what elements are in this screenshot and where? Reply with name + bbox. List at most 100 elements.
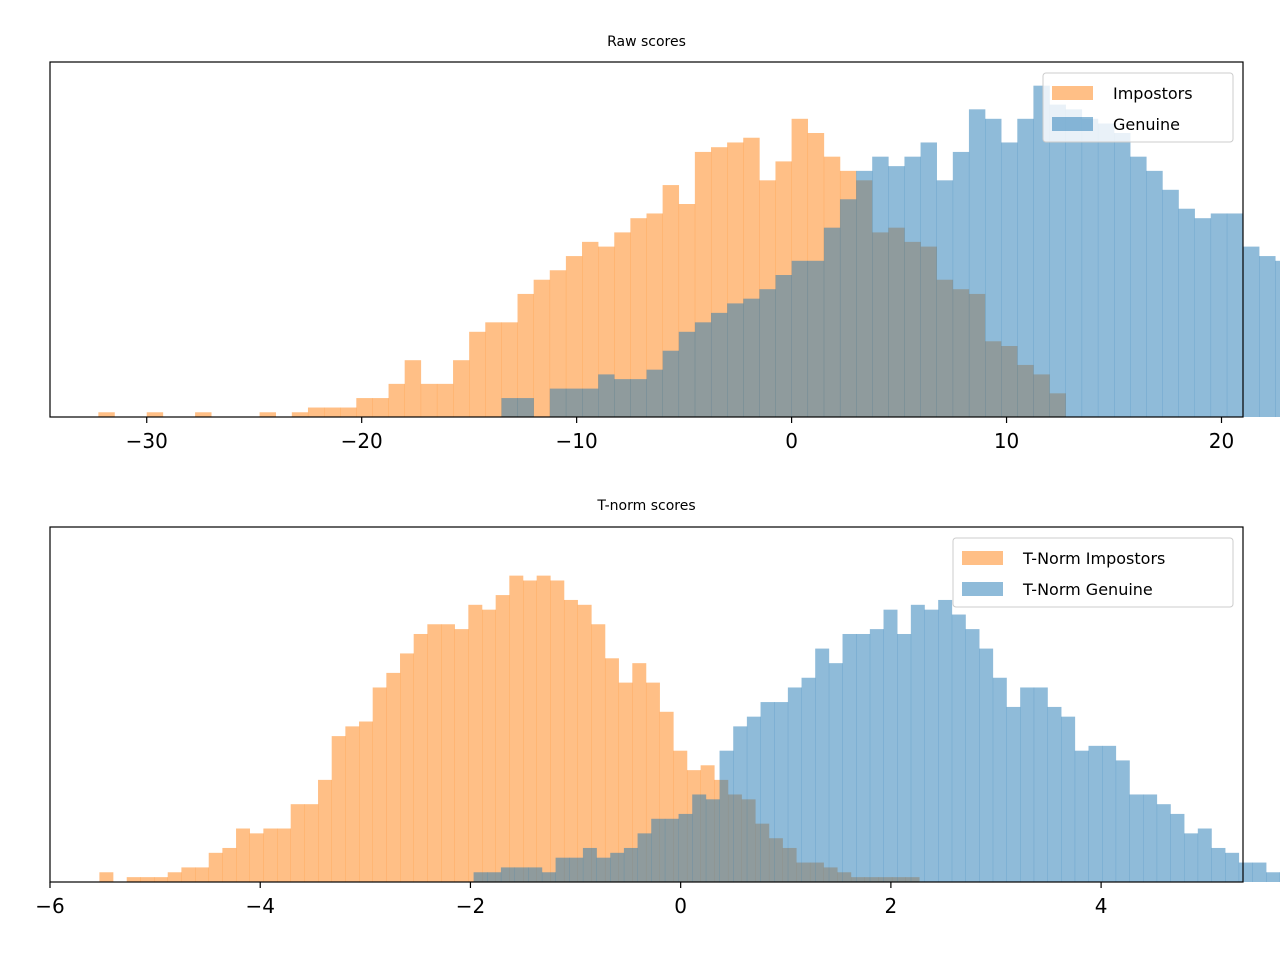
histogram-bar [733,726,748,882]
histogram-bar [307,407,325,417]
histogram-bar [181,867,196,882]
x-tick-label: 0 [674,894,687,918]
x-tick-label: −2 [456,894,485,918]
histogram-bar [263,828,278,882]
histogram-bar [436,383,454,417]
histogram-bar [1001,142,1018,417]
histogram-bar [98,412,115,417]
histogram-bar [495,595,510,882]
histogram-bar [651,818,666,882]
histogram-bar [340,407,357,417]
histogram-bar [549,270,567,417]
histogram-bar [614,379,631,417]
histogram-bar [662,350,680,417]
series-1 [99,575,920,882]
histogram-bar [324,407,341,417]
histogram-bar [678,813,693,882]
histogram-bar [1081,118,1099,418]
histogram-bar [501,322,518,417]
histogram-bar [856,633,871,882]
legend-swatch [1052,117,1093,131]
histogram-bar [400,653,414,882]
histogram-bar [951,614,966,882]
legend-swatch [962,582,1003,596]
histogram-bar [469,331,486,417]
histogram-bar [598,374,615,417]
histogram-bar [331,736,346,882]
histogram-bar [1252,862,1267,882]
histogram-bar [582,847,597,882]
histogram-bar [304,804,319,882]
histogram-bar [563,599,578,882]
histogram-bar [222,847,237,882]
histogram-bar [614,232,631,417]
histogram-bar [1243,246,1260,417]
histogram-bar [146,412,164,417]
histogram-bar [517,398,534,417]
histogram-bar [208,852,223,882]
histogram-bar [1129,794,1144,882]
histogram-bar [485,322,502,417]
histogram-bar [985,118,1002,418]
histogram-bar [869,629,884,882]
subplot-1: Raw scores −30 −20 −10 0 10 20 Impostors Genuine [49,34,1280,453]
histogram-bar [536,575,551,882]
histogram-bar [1061,716,1076,882]
x-tick-label: −10 [556,429,598,453]
histogram-bar [99,872,114,882]
histogram-bar [920,142,937,417]
histogram-bar [468,604,483,882]
histogram-bar [968,109,986,417]
legend: Impostors Genuine [1042,72,1234,143]
histogram-bar [1143,794,1158,882]
histogram-bar [236,828,250,882]
histogram-bar [637,833,652,882]
legend-label: Impostors [1113,84,1193,103]
histogram-bar [710,312,728,417]
series-2 [501,85,1280,418]
histogram-bar [1049,104,1066,417]
histogram-bar [1266,872,1280,882]
histogram-bar [924,609,939,882]
histogram-bar [759,289,776,417]
histogram-bar [979,648,994,882]
histogram-bar [565,256,583,417]
histogram-bar [938,599,953,882]
histogram-bar [569,857,584,882]
histogram-bar [910,604,925,882]
histogram-bar [1184,833,1199,882]
histogram-bar [195,867,210,882]
x-tick-label: −4 [245,894,274,918]
histogram-bar [1047,706,1062,882]
histogram-bar [372,687,387,882]
histogram-bar [1146,170,1163,417]
x-tick-label: 10 [994,429,1019,453]
histogram-bar [952,151,970,417]
histogram-bar [487,872,502,882]
histogram-bar [623,847,638,882]
histogram-bar [604,658,619,882]
histogram-bar [453,360,470,417]
histogram-bar [420,383,438,417]
histogram-bar [1210,213,1228,417]
histogram-bar [692,794,707,882]
x-tick-label: 0 [785,429,798,453]
histogram-bar [664,818,679,882]
histogram-bar [372,398,389,417]
histogram-bar [277,828,291,882]
histogram-bar [549,388,567,417]
histogram-bar [356,398,373,417]
histogram-bar [746,716,761,882]
histogram-bar [1178,208,1195,417]
histogram-bar [565,388,583,417]
histogram-bar [807,260,825,417]
histogram-bar [1114,133,1131,417]
histogram-bar [1102,745,1117,882]
histogram-bar [1194,218,1212,417]
histogram-bar [386,672,401,882]
histogram-bar [883,609,898,882]
histogram-bar [888,166,905,417]
histogram-bar [591,624,606,882]
x-tick-label: −6 [35,894,64,918]
